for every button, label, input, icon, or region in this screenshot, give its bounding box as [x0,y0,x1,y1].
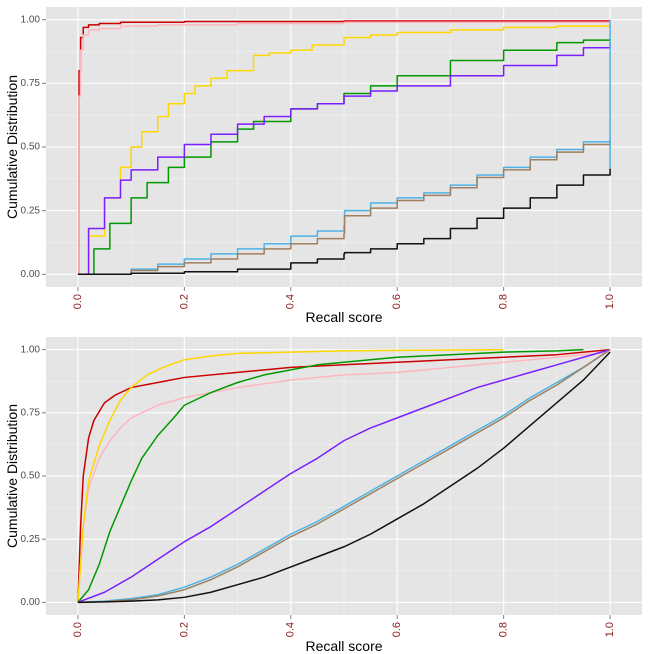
bottom-plot-series [77,348,611,604]
bottom-y-axis-title: Cumulative Distribution [4,404,20,548]
y-tick-label: 0.25 [21,534,41,545]
x-tick-label: 0.2 [178,294,190,309]
bottom-plot: 0.0 0.2 0.4 0.6 0.8 1.0 0.00 0.25 0.50 0.75 1.00 R… [4,337,642,654]
series-line-skyblue [77,349,611,604]
top-plot-series [77,19,611,276]
y-tick-label: 0.25 [21,205,41,216]
series-line-pink [77,21,611,276]
x-tick-label: 0.8 [498,622,510,637]
x-tick-label: 1.0 [604,294,616,309]
top-x-axis-title: Recall score [305,309,382,325]
y-tick-label: 1.00 [21,14,41,25]
top-plot-ticks: 0.0 0.2 0.4 0.6 0.8 1.0 0.00 0.25 0.50 0.75 1.00 [21,14,616,309]
x-tick-label: 0.2 [178,622,190,637]
series-line-green [77,348,584,603]
x-tick-label: 0.4 [285,622,297,637]
series-line-black [77,168,611,276]
y-tick-label: 0.75 [21,407,41,418]
y-tick-label: 0.50 [21,471,41,482]
bottom-x-axis-title: Recall score [305,638,382,654]
series-line-tan [77,139,611,276]
series-line-green [77,38,611,276]
y-tick-label: 0.50 [21,142,41,153]
x-tick-label: 0.8 [498,294,510,309]
series-line-gold [77,24,611,276]
x-tick-label: 0.6 [391,622,403,637]
series-line-tan [77,349,611,604]
series-line-purple [77,348,611,604]
series-line-black [77,351,611,604]
x-tick-label: 0.0 [72,622,84,637]
series-line-purple [77,42,611,276]
top-y-axis-title: Cumulative Distribution [4,75,20,219]
y-tick-label: 0.75 [21,78,41,89]
series-line-gold [77,348,504,603]
y-tick-label: 0.00 [21,597,41,608]
top-plot: 0.0 0.2 0.4 0.6 0.8 1.0 0.00 0.25 0.50 0.75 1.00 R… [4,7,642,325]
y-tick-label: 0.00 [21,269,41,280]
x-tick-label: 0.6 [391,294,403,309]
x-tick-label: 1.0 [604,622,616,637]
series-line-red [77,348,611,603]
x-tick-label: 0.4 [285,294,297,309]
series-line-pink [77,351,611,603]
x-tick-label: 0.0 [72,294,84,309]
y-tick-label: 1.00 [21,344,41,355]
bottom-plot-ticks: 0.0 0.2 0.4 0.6 0.8 1.0 0.00 0.25 0.50 0.75 1.00 [21,344,616,637]
